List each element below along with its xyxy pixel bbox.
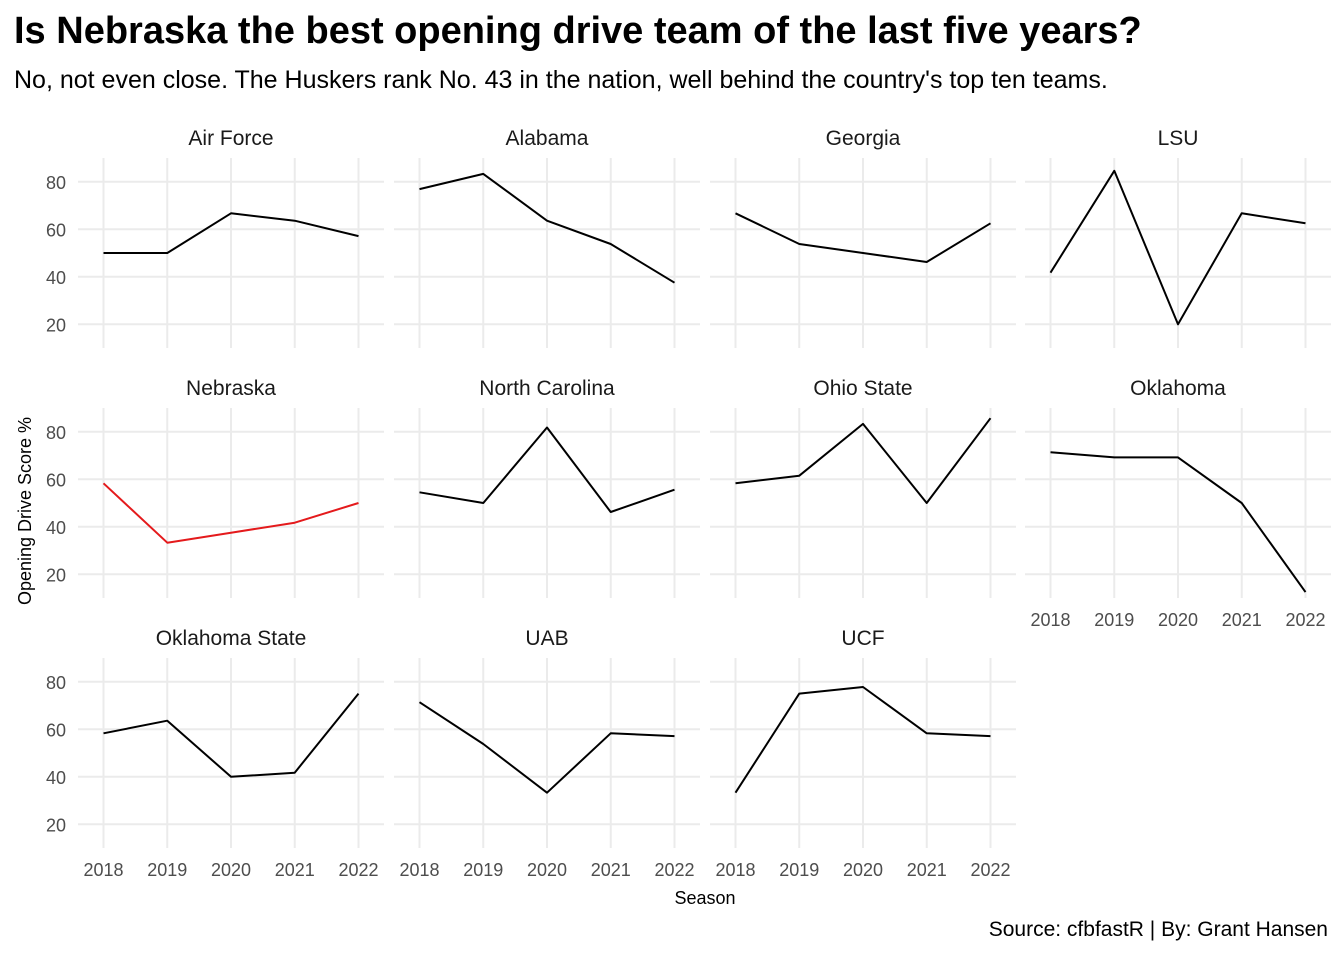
x-tick-label: 2021 [591, 860, 631, 880]
panel-north-carolina: North Carolina [394, 377, 700, 598]
x-tick-label: 2020 [843, 860, 883, 880]
facet-label-air-force: Air Force [188, 127, 273, 150]
facet-label-oklahoma: Oklahoma [1130, 377, 1226, 400]
facet-label-north-carolina: North Carolina [479, 377, 615, 400]
series-line-ucf [734, 686, 991, 794]
series-line-oklahoma-state [103, 692, 360, 778]
chart-subtitle: No, not even close. The Huskers rank No.… [14, 66, 1108, 94]
series-line-nebraska [102, 482, 359, 544]
y-tick-label: 20 [46, 315, 66, 335]
x-tick-label: 2020 [211, 860, 251, 880]
y-tick-label: 20 [46, 815, 66, 835]
chart-title: Is Nebraska the best opening drive team … [14, 10, 1142, 52]
x-tick-label: 2018 [1030, 610, 1070, 630]
x-tick-label: 2019 [147, 860, 187, 880]
panel-lsu: LSU [1025, 127, 1331, 348]
y-axis-title: Opening Drive Score % [15, 417, 35, 605]
panel-alabama: Alabama [394, 127, 700, 348]
series-line-north-carolina [419, 426, 675, 513]
x-tick-label: 2019 [463, 860, 503, 880]
y-tick-label: 40 [46, 268, 66, 288]
facet-label-lsu: LSU [1158, 127, 1199, 150]
y-tick-label: 60 [46, 220, 66, 240]
facet-label-georgia: Georgia [826, 127, 901, 150]
x-tick-label: 2019 [1094, 610, 1134, 630]
series-line-uab [418, 701, 675, 794]
facet-label-ohio-state: Ohio State [813, 377, 912, 400]
series-line-ohio-state [735, 417, 992, 504]
x-tick-label: 2018 [715, 860, 755, 880]
x-tick-label: 2020 [1158, 610, 1198, 630]
y-tick-label: 40 [46, 768, 66, 788]
x-tick-label: 2022 [338, 860, 378, 880]
facet-label-uab: UAB [525, 627, 568, 650]
y-tick-label: 80 [46, 423, 66, 443]
panel-oklahoma-state: Oklahoma State 20 40 60 80 2018 2019 2020 2021 20… [46, 627, 384, 880]
facet-label-oklahoma-state: Oklahoma State [156, 627, 307, 650]
x-tick-label: 2021 [275, 860, 315, 880]
series-line-lsu [1049, 169, 1306, 326]
series-line-air-force [103, 212, 359, 254]
y-tick-label: 80 [46, 173, 66, 193]
panel-nebraska: Nebraska 20 40 60 80 [46, 377, 384, 598]
facet-label-nebraska: Nebraska [186, 377, 276, 400]
series-line-oklahoma [1050, 451, 1307, 593]
facet-label-ucf: UCF [841, 627, 884, 650]
x-tick-label: 2018 [399, 860, 439, 880]
panel-air-force: Air Force 20 40 60 80 [46, 127, 384, 348]
x-axis-title: Season [674, 888, 735, 908]
x-tick-label: 2022 [1285, 610, 1325, 630]
x-tick-label: 2021 [1222, 610, 1262, 630]
x-tick-label: 2022 [654, 860, 694, 880]
x-tick-label: 2018 [83, 860, 123, 880]
y-tick-label: 60 [46, 720, 66, 740]
panel-ohio-state: Ohio State [710, 377, 1016, 598]
x-tick-label: 2021 [907, 860, 947, 880]
y-tick-label: 60 [46, 470, 66, 490]
facet-label-alabama: Alabama [506, 127, 589, 150]
panel-georgia: Georgia [710, 127, 1016, 348]
panel-oklahoma: Oklahoma 2018 2019 2020 2021 2022 [1025, 377, 1331, 630]
x-tick-label: 2022 [970, 860, 1010, 880]
y-tick-label: 80 [46, 673, 66, 693]
panel-ucf: UCF 2018 2019 2020 2021 2022 [710, 627, 1016, 880]
series-line-georgia [735, 212, 992, 263]
chart-caption: Source: cfbfastR | By: Grant Hansen [988, 918, 1328, 941]
y-tick-label: 20 [46, 565, 66, 585]
panel-uab: UAB 2018 2019 2020 2021 2022 [394, 627, 700, 880]
x-tick-label: 2020 [527, 860, 567, 880]
y-tick-label: 40 [46, 518, 66, 538]
series-line-alabama [419, 172, 676, 284]
x-tick-label: 2019 [779, 860, 819, 880]
